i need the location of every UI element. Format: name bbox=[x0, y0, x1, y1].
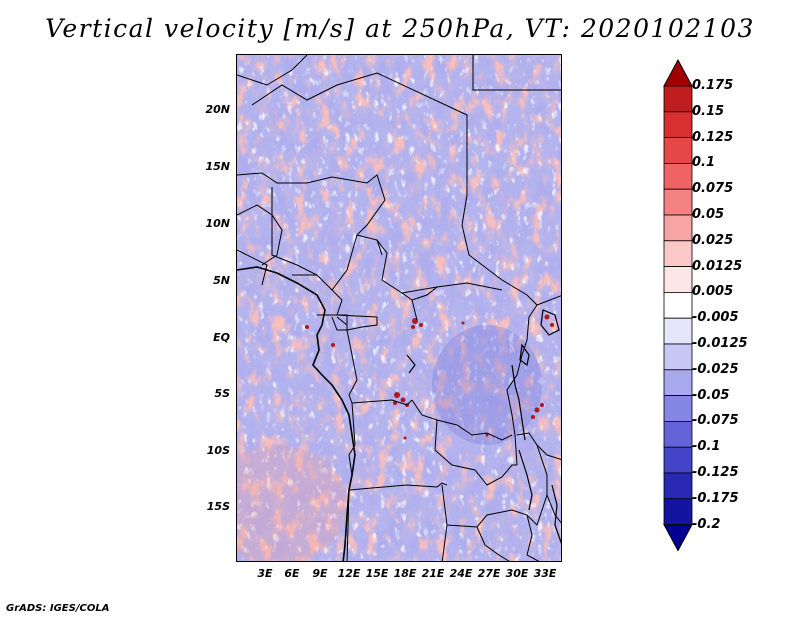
colorbar-segment bbox=[663, 498, 693, 525]
colorbar-top-arrow bbox=[663, 58, 693, 87]
lon-label-30e: 30E bbox=[505, 567, 529, 580]
lon-label-33e: 33E bbox=[533, 567, 557, 580]
lon-label-18e: 18E bbox=[393, 567, 417, 580]
country-borders bbox=[237, 55, 561, 561]
field-white-streaks bbox=[237, 55, 561, 561]
colorbar-label: -0.2 bbox=[692, 516, 721, 532]
colorbar-segment bbox=[663, 446, 693, 474]
lat-label-10n: 10N bbox=[205, 217, 230, 230]
colorbar-segment bbox=[663, 137, 693, 164]
colorbar-label: -0.175 bbox=[692, 490, 739, 506]
colorbar-label: 0.0125 bbox=[692, 258, 743, 274]
colorbar-bottom-arrow bbox=[663, 524, 693, 552]
grads-credit: GrADS: IGES/COLA bbox=[6, 603, 110, 614]
colorbar-label: -0.0125 bbox=[692, 336, 748, 351]
lakes bbox=[406, 309, 561, 544]
field-red-area bbox=[237, 445, 347, 561]
colorbar-segment bbox=[663, 395, 693, 422]
colorbar-label: -0.125 bbox=[692, 465, 739, 480]
colorbar-segment bbox=[663, 369, 693, 396]
colorbar-label: 0.15 bbox=[692, 103, 725, 119]
colorbar-label: 0.125 bbox=[692, 129, 734, 145]
lat-label-eq: EQ bbox=[213, 331, 230, 344]
colorbar-label: -0.1 bbox=[692, 439, 721, 455]
colorbar-segment bbox=[663, 420, 693, 448]
lat-label-5s: 5S bbox=[214, 387, 230, 400]
colorbar-label: 0.025 bbox=[692, 232, 734, 248]
colorbar-label: 0.05 bbox=[692, 207, 725, 222]
colorbar-segment bbox=[663, 214, 693, 242]
lon-label-21e: 21E bbox=[421, 567, 445, 580]
colorbar-label: -0.05 bbox=[692, 387, 730, 403]
colorbar-label: 0.1 bbox=[692, 155, 716, 171]
colorbar-segment bbox=[663, 317, 693, 345]
colorbar-label: -0.005 bbox=[692, 310, 739, 326]
colorbar-label: 0.175 bbox=[692, 78, 734, 93]
lon-label-15e: 15E bbox=[365, 567, 389, 580]
vertical-velocity-map bbox=[236, 54, 562, 562]
colorbar-label: 0.005 bbox=[692, 284, 734, 300]
colorbar-segment bbox=[663, 85, 693, 113]
colorbar-segment bbox=[663, 188, 693, 216]
colorbar-segment bbox=[663, 266, 693, 293]
lat-label-20n: 20N bbox=[205, 103, 230, 116]
colorbar-segment bbox=[663, 240, 693, 268]
colorbar-segment bbox=[663, 163, 693, 190]
lon-label-3e: 3E bbox=[257, 567, 273, 580]
field-deep-blue-area bbox=[432, 325, 542, 445]
colorbar bbox=[663, 58, 693, 552]
colorbar-label: -0.075 bbox=[692, 413, 739, 429]
lon-label-12e: 12E bbox=[337, 567, 361, 580]
lon-label-24e: 24E bbox=[449, 567, 473, 580]
colorbar-segment bbox=[663, 343, 693, 371]
lon-label-9e: 9E bbox=[312, 567, 328, 580]
convection-spots bbox=[305, 314, 554, 440]
colorbar-label: -0.025 bbox=[692, 361, 739, 377]
lon-label-27e: 27E bbox=[477, 567, 501, 580]
chart-title: Vertical velocity [m/s] at 250hPa, VT: 2… bbox=[45, 14, 755, 43]
coastline bbox=[237, 266, 356, 561]
lat-label-10s: 10S bbox=[206, 444, 230, 457]
lon-label-6e: 6E bbox=[284, 567, 300, 580]
colorbar-segment bbox=[663, 291, 693, 319]
colorbar-segment bbox=[663, 472, 693, 500]
colorbar-segment bbox=[663, 111, 693, 138]
lat-label-5n: 5N bbox=[213, 274, 230, 287]
colorbar-label: 0.075 bbox=[692, 181, 734, 197]
lat-label-15s: 15S bbox=[206, 500, 230, 513]
lat-label-15n: 15N bbox=[205, 160, 230, 173]
